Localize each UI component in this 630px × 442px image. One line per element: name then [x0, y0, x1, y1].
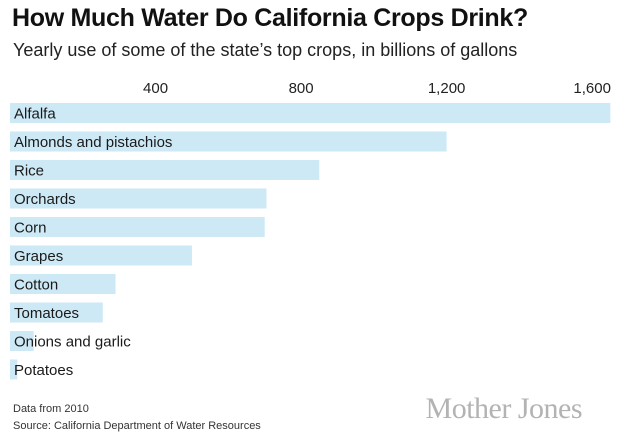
bar — [10, 302, 103, 323]
category-label: Almonds and pistachios — [14, 134, 172, 151]
x-tick-label: 1,200 — [428, 80, 466, 97]
bar — [10, 331, 34, 351]
bar — [10, 245, 192, 266]
x-tick-label: 400 — [143, 80, 168, 97]
bar — [10, 103, 611, 123]
x-tick-label: 1,600 — [573, 80, 611, 97]
category-label: Tomatoes — [14, 305, 79, 322]
category-labels: Alfalfa Almonds and pistachios Rice Orchard… — [14, 106, 172, 380]
x-axis-ticks: 400 800 1,200 1,600 — [143, 80, 611, 97]
data-year-note: Data from 2010 — [13, 403, 89, 415]
bar — [10, 131, 447, 152]
category-label: Rice — [14, 163, 44, 180]
bar — [10, 188, 267, 209]
bar — [10, 160, 320, 180]
bar — [10, 217, 265, 237]
category-label: Onions and garlic — [14, 334, 131, 351]
category-label: Orchards — [14, 191, 76, 208]
bars — [10, 103, 611, 380]
source-note: Source: California Department of Water R… — [13, 420, 261, 432]
category-label: Corn — [14, 220, 47, 237]
chart-title: How Much Water Do California Crops Drink… — [12, 4, 528, 32]
category-label: Alfalfa — [14, 106, 56, 123]
bar — [10, 274, 116, 294]
category-label: Grapes — [14, 248, 63, 265]
x-tick-label: 800 — [289, 80, 314, 97]
mother-jones-logo: Mother Jones — [425, 392, 583, 425]
category-label: Cotton — [14, 277, 58, 294]
bar — [10, 359, 18, 380]
category-label: Potatoes — [14, 362, 73, 379]
chart-subtitle: Yearly use of some of the state’s top cr… — [13, 40, 518, 60]
